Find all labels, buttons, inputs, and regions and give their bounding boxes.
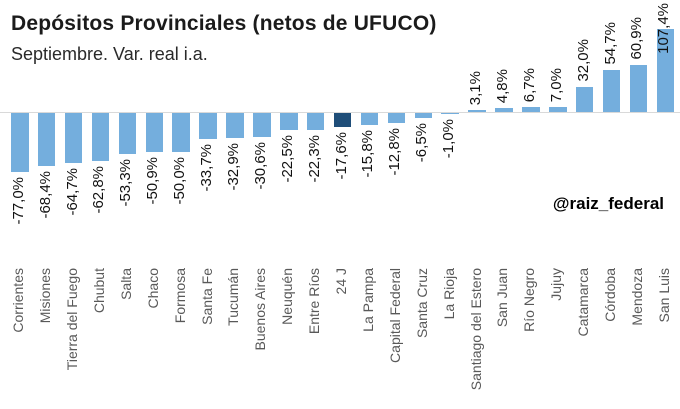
category-label: Entre Ríos [306,268,323,335]
value-label: -22,3% [305,135,323,183]
bar [414,113,432,118]
category-label: San Luis [655,268,672,323]
bar [64,113,83,163]
zero-axis-line [0,112,680,113]
category-label: Salta [117,268,134,300]
chart-title: Depósitos Provinciales (netos de UFUCO) [11,12,437,35]
bar [37,113,56,166]
bar [253,113,271,137]
value-label: -62,8% [90,166,108,214]
value-label: -64,7% [63,167,81,216]
category-label: Chubut [90,268,107,314]
value-label: 4,8% [493,69,511,104]
bar [199,113,217,139]
category-label: Santa Fe [198,268,215,325]
value-label: -17,6% [332,131,350,180]
bar [11,113,29,173]
chart-subtitle: Septiembre. Var. real i.a. [11,44,208,64]
category-label: San Juan [494,268,511,328]
category-label: 24 J [333,268,350,295]
bar [360,113,379,126]
bar [468,109,486,112]
value-label: 107,4% [655,3,673,54]
category-label: Tierra del Fuego [64,268,81,371]
bar [656,29,675,112]
bar [91,113,110,162]
bar [387,113,406,123]
value-label: -22,5% [278,135,296,183]
value-label: 32,0% [574,39,592,82]
value-label: -68,4% [36,170,54,219]
category-label: Capital Federal [386,268,403,363]
category-label: Misiones [37,268,54,324]
value-label: -1,0% [440,118,458,158]
category-label: Chaco [144,268,161,309]
bar [118,113,137,155]
value-label: -50,0% [171,156,189,205]
category-label: Santiago del Estero [467,268,484,391]
category-label: Catamarca [575,268,592,337]
category-label: La Pampa [359,268,376,332]
category-label: Jujuy [548,268,565,301]
value-label: 54,7% [601,21,619,65]
bar [226,113,244,139]
bar [280,113,298,131]
value-label: 3,1% [467,70,485,105]
category-label: Río Negro [521,268,538,332]
bar [629,65,648,112]
category-label: Tucumán [225,268,242,326]
value-label: -50,9% [144,157,162,205]
watermark-handle: @raiz_federal [552,194,664,213]
value-label: -6,5% [413,123,431,163]
bar [495,108,513,112]
category-label: Córdoba [602,268,619,322]
value-label: -77,0% [9,177,27,225]
bar [522,106,540,112]
category-label: Buenos Aires [252,268,269,351]
bar [306,113,325,131]
bar [549,106,567,112]
category-label: Santa Cruz [413,268,430,339]
value-label: -32,9% [224,143,242,191]
value-label: 7,0% [547,67,565,102]
category-label: Mendoza [628,268,645,326]
bar [441,113,459,114]
bar [145,113,163,153]
category-label: Neuquén [279,268,296,325]
bar [333,113,352,127]
value-label: -15,8% [359,130,377,178]
bar [602,69,621,112]
bar [575,87,594,112]
value-label: -30,6% [251,141,269,190]
value-label: -33,7% [198,143,216,192]
category-label: Formosa [171,268,188,324]
value-label: -53,3% [117,159,135,207]
value-label: 60,9% [628,17,646,60]
category-label: La Rioja [440,268,457,320]
bar [172,113,190,152]
value-label: -12,8% [386,127,404,176]
category-label: Corrientes [10,268,27,333]
value-label: 6,7% [520,67,538,103]
